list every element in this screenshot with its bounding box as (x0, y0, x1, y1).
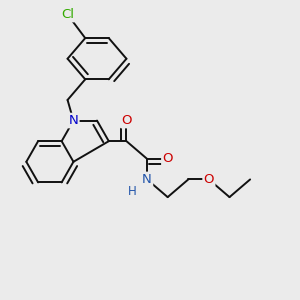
Text: O: O (121, 114, 132, 127)
Text: N: N (69, 114, 78, 127)
Text: O: O (162, 152, 173, 165)
Text: O: O (204, 173, 214, 186)
Text: H: H (128, 185, 137, 198)
Text: N: N (142, 173, 152, 186)
Text: Cl: Cl (61, 8, 74, 21)
